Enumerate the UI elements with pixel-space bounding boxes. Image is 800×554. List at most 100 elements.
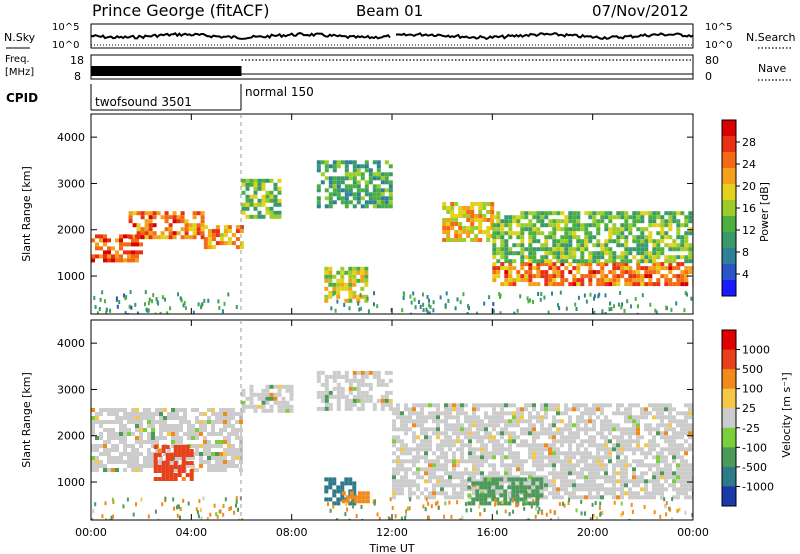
- echo-cell: [660, 459, 664, 464]
- echo-cell: [565, 306, 568, 311]
- cpid-segment-1: twofsound 3501: [95, 95, 192, 109]
- echo-cell: [197, 514, 200, 519]
- echo-cell: [480, 463, 484, 468]
- echo-cell: [636, 259, 641, 264]
- echo-cell: [670, 307, 673, 312]
- echo-cell: [179, 420, 183, 424]
- echo-cell: [652, 463, 656, 468]
- echo-cell: [568, 491, 572, 496]
- echo-cell: [628, 419, 632, 424]
- echo-cell: [265, 388, 270, 393]
- echo-cell: [492, 243, 497, 248]
- echo-cell: [508, 223, 513, 228]
- echo-cell: [428, 459, 432, 464]
- echo-cell: [484, 443, 488, 448]
- echo-cell: [211, 245, 216, 250]
- echo-cell: [668, 282, 673, 287]
- echo-cell: [396, 479, 400, 484]
- echo-cell: [452, 455, 456, 460]
- echo-cell: [628, 247, 633, 252]
- echo-cell: [111, 420, 115, 424]
- echo-cell: [600, 278, 605, 283]
- echo-cell: [490, 210, 495, 214]
- echo-cell: [392, 443, 396, 448]
- echo-cell: [456, 463, 460, 468]
- echo-cell: [656, 215, 661, 220]
- echo-cell: [167, 448, 171, 452]
- echo-cell: [659, 514, 662, 519]
- echo-cell: [348, 188, 353, 193]
- echo-cell: [524, 223, 529, 228]
- echo-cell: [500, 435, 504, 440]
- echo-cell: [241, 190, 246, 195]
- echo-cell: [273, 194, 278, 199]
- echo-cell: [173, 449, 178, 453]
- echo-cell: [596, 219, 601, 224]
- echo-cell: [195, 432, 199, 436]
- echo-cell: [119, 254, 123, 259]
- echo-cell: [127, 464, 131, 468]
- echo-cell: [349, 495, 354, 500]
- echo-cell: [328, 192, 333, 197]
- echo-cell: [168, 215, 173, 220]
- echo-cell: [352, 282, 357, 287]
- echo-cell: [219, 428, 223, 432]
- echo-cell: [491, 489, 496, 494]
- echo-cell: [516, 308, 519, 313]
- echo-cell: [648, 447, 652, 452]
- echo-cell: [604, 455, 608, 460]
- echo-cell: [184, 223, 189, 228]
- echo-cell: [478, 226, 483, 230]
- echo-cell: [536, 247, 541, 252]
- echo-cell: [211, 432, 215, 436]
- echo-cell: [624, 455, 628, 460]
- echo-cell: [676, 495, 680, 500]
- echo-cell: [164, 219, 169, 224]
- echo-cell: [436, 483, 440, 488]
- echo-cell: [207, 298, 210, 303]
- echo-cell: [588, 483, 592, 488]
- echo-cell: [536, 455, 540, 460]
- echo-cell: [135, 502, 137, 507]
- echo-cell: [499, 477, 504, 482]
- echo-cell: [456, 407, 460, 412]
- echo-cell: [324, 298, 329, 303]
- echo-cell: [424, 415, 428, 420]
- echo-cell: [576, 223, 581, 228]
- echo-cell: [640, 239, 645, 244]
- echo-cell: [612, 266, 617, 271]
- echo-cell: [273, 392, 278, 397]
- echo-cell: [487, 477, 492, 482]
- echo-cell: [356, 270, 361, 275]
- echo-cell: [686, 292, 688, 297]
- echo-cell: [173, 453, 178, 457]
- echo-cell: [135, 412, 139, 416]
- echo-cell: [652, 259, 657, 264]
- echo-cell: [511, 489, 516, 494]
- echo-cell: [364, 266, 369, 271]
- echo-cell: [480, 435, 484, 440]
- echo-cell: [552, 211, 557, 216]
- echo-cell: [348, 382, 353, 387]
- echo-cell: [668, 235, 673, 240]
- echo-cell: [576, 227, 581, 232]
- echo-cell: [392, 419, 396, 424]
- echo-cell: [372, 196, 377, 201]
- echo-cell: [468, 447, 472, 452]
- echo-cell: [624, 235, 629, 240]
- echo-cell: [368, 382, 373, 387]
- echo-cell: [616, 407, 620, 412]
- echo-cell: [539, 297, 542, 302]
- echo-cell: [376, 382, 381, 387]
- echo-cell: [604, 451, 608, 456]
- echo-cell: [118, 300, 121, 304]
- echo-cell: [428, 303, 431, 308]
- echo-cell: [644, 259, 649, 264]
- colorbar-tick-label: 25: [742, 402, 756, 415]
- echo-cell: [538, 506, 541, 511]
- echo-cell: [584, 439, 588, 444]
- echo-cell: [99, 420, 103, 424]
- echo-cell: [462, 206, 467, 210]
- echo-cell: [536, 431, 540, 436]
- echo-cell: [509, 498, 512, 503]
